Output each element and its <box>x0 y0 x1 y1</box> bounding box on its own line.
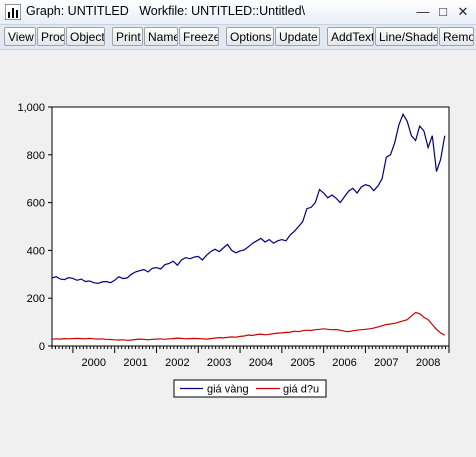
x-tick-label: 2000 <box>82 357 106 369</box>
x-tick-label: 2004 <box>249 357 273 369</box>
line-shade-button[interactable]: Line/Shade <box>375 27 438 46</box>
window-title: Graph: UNTITLED Workfile: UNTITLED::Unti… <box>26 4 305 18</box>
name-button[interactable]: Name <box>144 27 178 46</box>
y-axis: 0 200 400 600 800 1,000 <box>17 102 52 353</box>
x-tick-label: 2005 <box>290 357 314 369</box>
y-tick-label: 0 <box>39 341 45 353</box>
object-button[interactable]: Object <box>66 27 105 46</box>
x-tick-label: 2008 <box>416 357 440 369</box>
x-tick-label: 2007 <box>374 357 398 369</box>
title-bar[interactable]: Graph: UNTITLED Workfile: UNTITLED::Unti… <box>0 0 476 25</box>
freeze-button[interactable]: Freeze <box>179 27 219 46</box>
maximize-icon[interactable]: □ <box>439 4 447 19</box>
toolbar: View Proc Object Print Name Freeze Optio… <box>0 25 476 50</box>
legend-label-oil: giá d?u <box>283 384 319 396</box>
x-tick-label: 2002 <box>165 357 189 369</box>
update-button[interactable]: Update <box>275 27 320 46</box>
remove-button[interactable]: Remo <box>439 27 474 46</box>
x-tick-label: 2001 <box>123 357 147 369</box>
graph-app-icon <box>5 4 21 20</box>
close-icon[interactable]: ✕ <box>457 4 469 19</box>
series-layer <box>51 112 446 341</box>
y-tick-label: 1,000 <box>17 102 45 114</box>
proc-button[interactable]: Proc <box>37 27 65 46</box>
legend: giá vàng giá d?u <box>173 379 327 398</box>
y-tick-label: 200 <box>27 293 45 305</box>
gold-price-line <box>51 112 446 285</box>
addtext-button[interactable]: AddText <box>327 27 374 46</box>
print-button[interactable]: Print <box>112 27 143 46</box>
legend-label-gold: giá vàng <box>207 384 249 396</box>
x-tick-label: 2003 <box>207 357 231 369</box>
oil-price-line <box>51 311 446 341</box>
view-button[interactable]: View <box>4 27 36 46</box>
y-tick-label: 800 <box>27 150 45 162</box>
x-axis: 2000 2001 2002 2003 2004 2005 2006 2007 2008 <box>51 346 450 369</box>
options-button[interactable]: Options <box>226 27 274 46</box>
y-tick-label: 600 <box>27 198 45 210</box>
x-tick-label: 2006 <box>332 357 356 369</box>
plot-frame <box>51 106 450 347</box>
minimize-icon[interactable]: — <box>416 4 430 19</box>
y-tick-label: 400 <box>27 245 45 257</box>
graph-area: 0 200 400 600 800 1,000 2000 2001 2002 2003 2004 2… <box>0 50 476 454</box>
legend-box <box>173 379 327 398</box>
